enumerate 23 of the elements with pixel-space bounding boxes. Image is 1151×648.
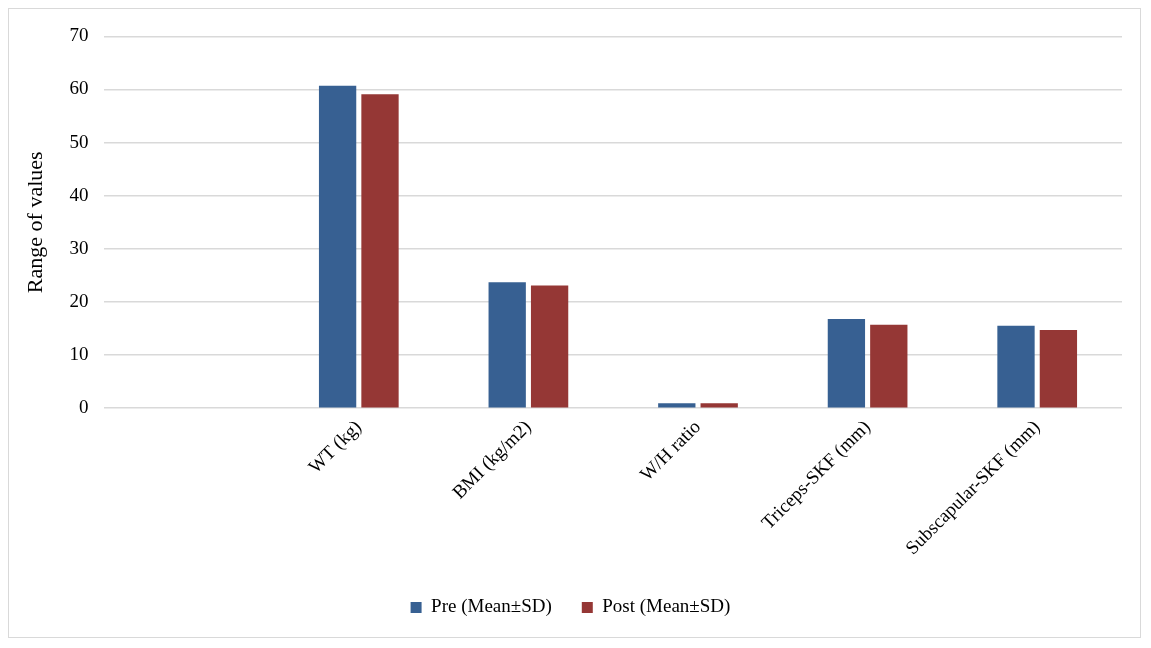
- y-tick-label: 30: [69, 236, 89, 258]
- y-tick-label: 60: [69, 77, 89, 99]
- y-tick-label: 50: [69, 130, 89, 152]
- x-tick-label: WT (kg): [303, 415, 366, 478]
- bar: [658, 403, 696, 408]
- bar: [1039, 330, 1078, 408]
- y-tick-label: 20: [69, 289, 89, 311]
- bar: [997, 325, 1035, 408]
- bar: [870, 324, 908, 408]
- legend-label: Post (Mean±SD): [602, 595, 731, 618]
- bar: [488, 282, 526, 408]
- y-tick-label: 10: [69, 343, 89, 365]
- bar: [827, 318, 866, 408]
- bar: [318, 85, 357, 408]
- y-tick-label: 40: [69, 183, 89, 205]
- x-tick-label: W/H ratio: [635, 415, 705, 485]
- y-tick-label: 70: [69, 24, 89, 46]
- y-axis-title: Range of values: [21, 151, 47, 294]
- bar: [700, 403, 738, 408]
- bar: [530, 285, 569, 408]
- legend-label: Pre (Mean±SD): [431, 595, 552, 618]
- bar: [361, 94, 399, 408]
- y-tick-label: 0: [78, 396, 89, 418]
